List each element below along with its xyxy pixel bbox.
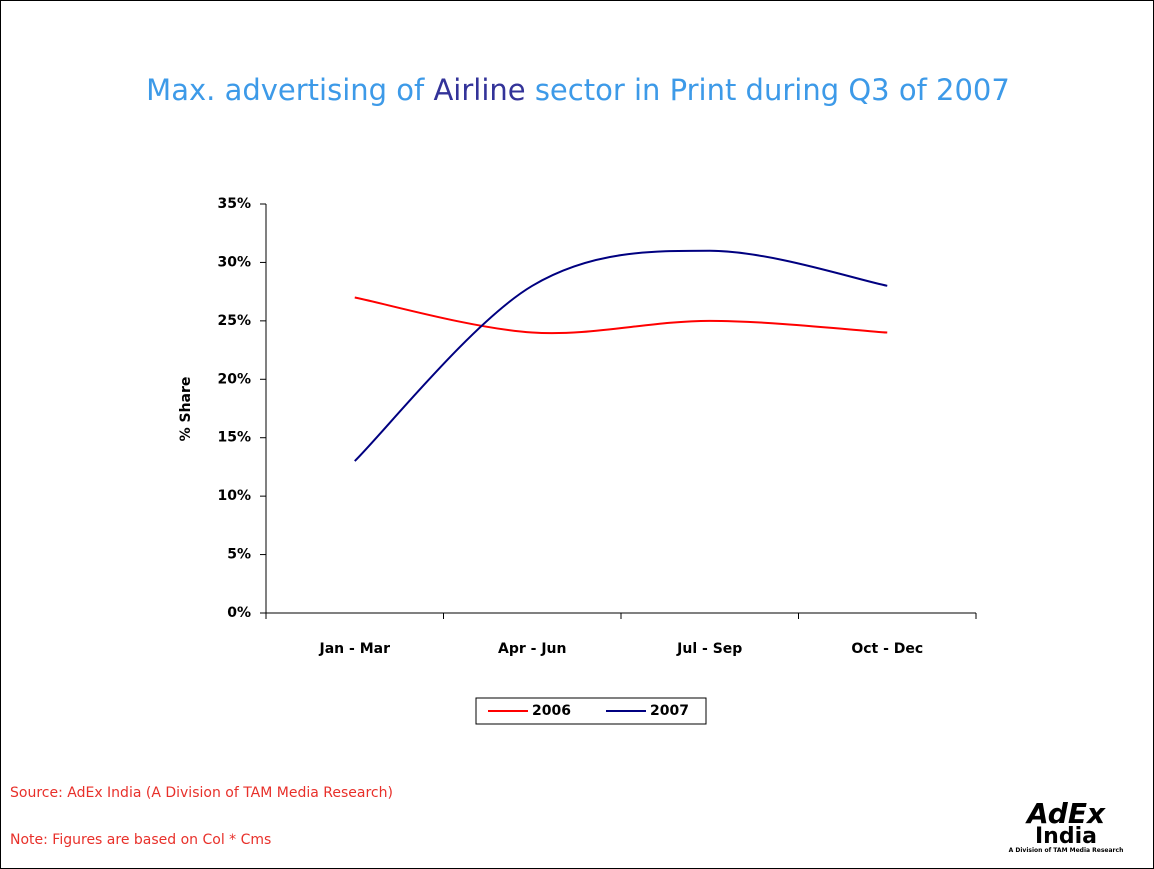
y-tick-label: 20% — [217, 371, 251, 387]
legend-label: 2007 — [650, 703, 689, 719]
chart-title: Max. advertising of Airline sector in Pr… — [1, 73, 1153, 107]
logo-sub: India — [1035, 824, 1097, 849]
x-tick-label: Oct - Dec — [851, 641, 923, 657]
y-axis-label: % Share — [178, 377, 194, 442]
source-note: Source: AdEx India (A Division of TAM Me… — [10, 785, 393, 801]
title-part: sector in Print during Q3 of 2007 — [534, 73, 1010, 107]
y-tick-label: 10% — [217, 488, 251, 504]
line — [354, 249, 888, 462]
figure-note: Note: Figures are based on Col * Cms — [10, 832, 272, 848]
x-tick-label: Apr - Jun — [498, 641, 566, 657]
logo: AdEx India A Division of TAM Media Resea… — [986, 797, 1146, 855]
legend-label: 2006 — [532, 703, 571, 719]
y-tick-label: 15% — [217, 430, 251, 446]
x-tick-label: Jul - Sep — [676, 641, 742, 657]
x-tick-label: Jan - Mar — [319, 641, 391, 657]
y-tick-label: 30% — [217, 254, 251, 270]
y-tick-label: 25% — [217, 313, 251, 329]
y-tick-label: 0% — [227, 605, 251, 621]
title-highlight: Airline — [433, 73, 526, 107]
logo-tagline: A Division of TAM Media Research — [1008, 847, 1124, 854]
title-part: Max. advertising of — [146, 73, 425, 107]
y-tick-label: 5% — [227, 547, 251, 563]
line — [354, 296, 888, 335]
y-tick-label: 35% — [217, 196, 251, 212]
logo-name: AdEx — [1026, 797, 1106, 830]
